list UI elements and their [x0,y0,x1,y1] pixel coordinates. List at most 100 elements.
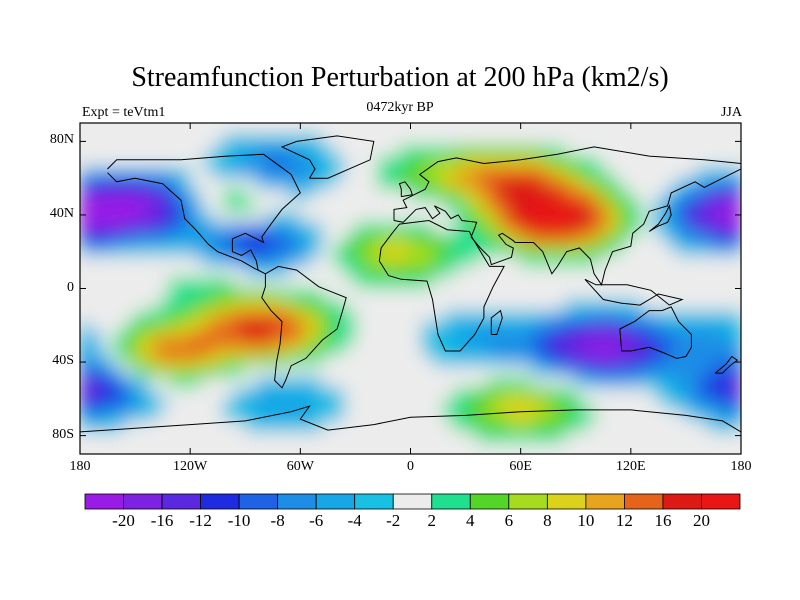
field-cell [179,189,191,201]
field-cell [652,233,665,245]
field-cell [399,255,412,268]
field-cell [267,134,279,146]
field-cell [135,189,147,201]
field-cell [223,156,235,168]
field-cell [124,343,136,356]
field-cell [652,431,665,444]
field-cell [454,266,467,279]
field-cell [388,200,401,212]
field-cell [707,354,720,367]
field-cell [80,354,92,367]
field-cell [168,211,180,223]
field-cell [443,134,456,146]
field-cell [223,321,235,334]
field-cell [410,398,423,411]
field-cell [630,354,643,367]
field-cell [696,409,709,422]
field-cell [630,200,643,212]
field-cell [278,321,290,334]
field-cell [157,211,169,223]
field-cell [190,156,202,168]
field-cell [355,167,368,179]
field-cell [311,255,323,268]
field-cell [707,200,720,212]
field-cell [498,387,511,400]
field-cell [465,277,478,290]
field-cell [157,442,169,454]
field-cell [465,299,478,312]
field-cell [674,222,687,234]
field-cell [564,442,577,454]
field-cell [223,398,235,411]
field-cell [641,321,654,334]
field-cell [520,387,533,400]
field-cell [91,266,103,279]
field-cell [520,255,533,268]
field-cell [113,365,125,378]
field-cell [102,442,114,454]
field-cell [674,431,687,444]
field-cell [443,266,456,279]
field-cell [201,288,213,301]
field-cell [443,321,456,334]
coastline [584,278,684,306]
field-cell [696,332,709,345]
field-cell [432,200,445,212]
lon-tick-label: 60W [286,459,314,474]
field-cell [168,431,180,444]
field-cell [399,167,412,179]
field-cell [179,332,191,345]
field-cell [201,145,213,157]
field-cell [498,332,511,345]
field-cell [476,332,489,345]
field-cell [498,365,511,378]
field-cell [223,420,235,433]
field-cell [542,222,555,234]
field-cell [465,343,478,356]
field-cell [663,145,676,157]
field-cell [410,321,423,334]
field-cell [465,321,478,334]
lon-tick-label: 0 [407,459,414,474]
field-cell [355,189,368,201]
field-cell [388,288,401,301]
field-cell [212,354,224,367]
field-cell [311,134,323,146]
field-cell [542,299,555,312]
field-cell [619,299,632,312]
field-cell [465,431,478,444]
field-cell [91,167,103,179]
field-cell [311,354,323,367]
field-cell [509,156,522,168]
field-cell [410,145,423,157]
field-cell [597,156,610,168]
field-cell [190,167,202,179]
field-cell [289,189,301,201]
field-cell [421,354,434,367]
field-cell [520,222,533,234]
field-cell [135,145,147,157]
field-cell [652,420,665,433]
field-cell [377,178,390,190]
field-cell [707,178,720,190]
field-cell [531,431,544,444]
field-cell [465,156,478,168]
field-cell [355,277,368,290]
field-cell [212,134,224,146]
field-cell [718,266,731,279]
field-cell [421,288,434,301]
field-cell [355,156,368,168]
field-cell [113,277,125,290]
field-cell [652,409,665,422]
field-cell [685,266,698,279]
field-cell [289,321,301,334]
field-cell [707,299,720,312]
field-cell [696,134,709,146]
field-cell [245,409,257,422]
field-cell [443,376,456,389]
field-cell [542,255,555,268]
field-cell [124,200,136,212]
coastline [393,168,741,287]
field-cell [421,365,434,378]
field-cell [707,244,720,256]
